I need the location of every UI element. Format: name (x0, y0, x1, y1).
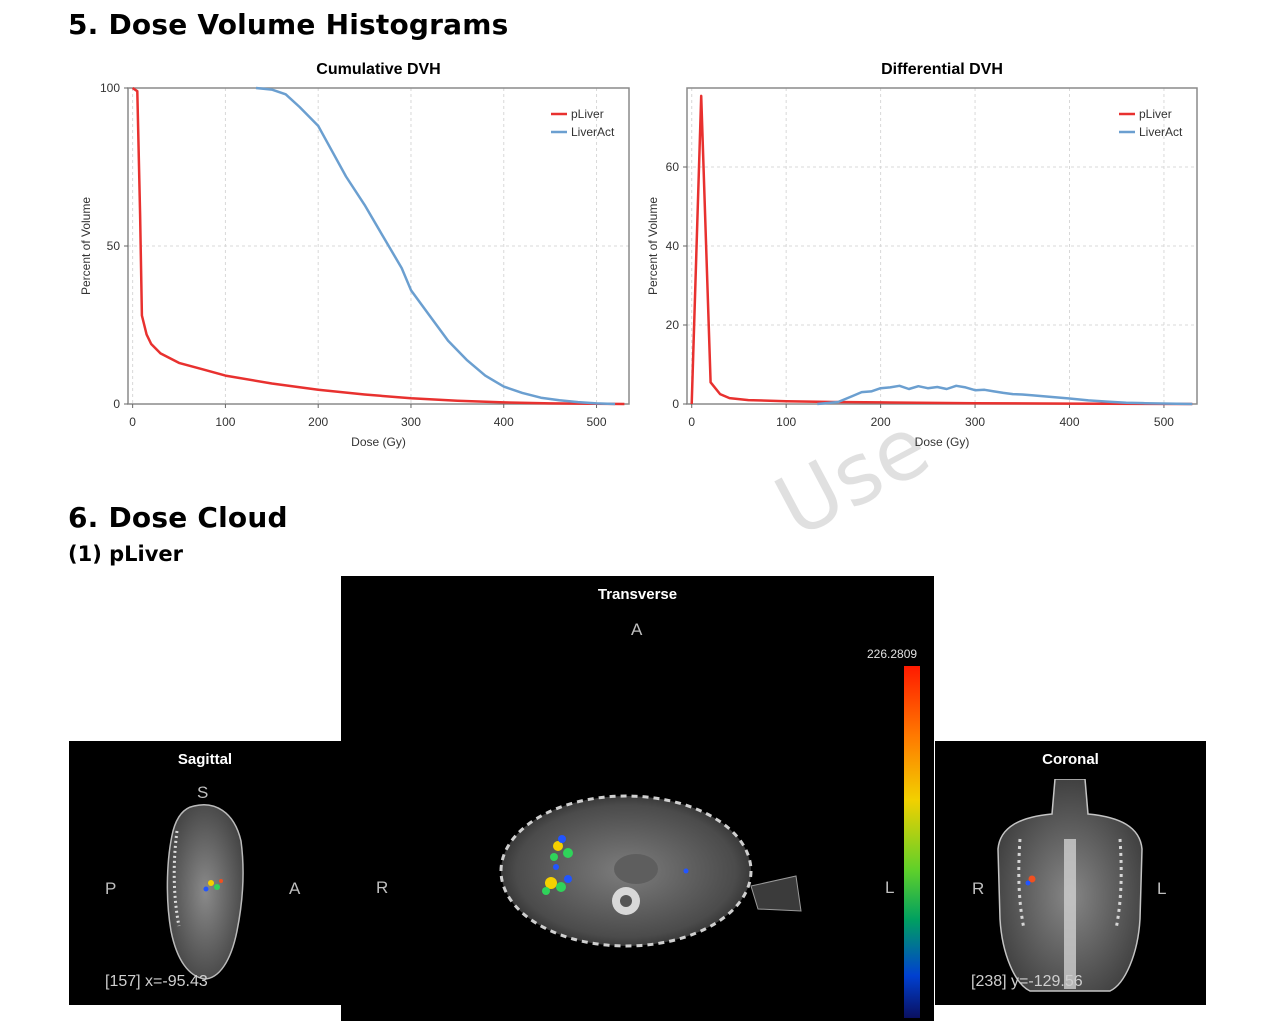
transverse-view[interactable]: Transverse A R L 226.2809 (341, 576, 934, 1021)
transverse-right-label: L (885, 878, 895, 897)
transverse-title: Transverse (597, 586, 678, 603)
x-tick-label: 400 (494, 415, 514, 429)
cumulative-dvh-chart: Cumulative DVH 0 100 200 300 400 500 0 50 100 Dose… (79, 61, 630, 449)
x-axis-label: Dose (Gy) (351, 435, 406, 449)
y-tick-label: 60 (666, 160, 680, 174)
coronal-ct-image (997, 779, 1143, 992)
coronal-view[interactable]: Coronal R L [238] y=-129.56 (935, 741, 1206, 1005)
coronal-right-label: L (1157, 879, 1167, 898)
y-tick-label: 100 (100, 81, 120, 95)
coronal-left-label: R (972, 879, 985, 898)
chart-title: Differential DVH (881, 61, 1003, 78)
x-tick-label: 200 (308, 415, 328, 429)
sagittal-title: Sagittal (177, 751, 233, 768)
chart-title: Cumulative DVH (316, 61, 440, 78)
transverse-ct-image (499, 794, 802, 948)
x-tick-label: 300 (965, 415, 985, 429)
x-tick-label: 300 (401, 415, 421, 429)
x-axis-label: Dose (Gy) (915, 435, 970, 449)
y-tick-label: 50 (107, 239, 121, 253)
series-line-pliver (690, 94, 1193, 406)
transverse-top-label: A (631, 620, 643, 639)
x-tick-label: 500 (587, 415, 607, 429)
transverse-left-label: R (376, 878, 389, 897)
x-tick-label: 100 (215, 415, 235, 429)
y-tick-label: 40 (666, 239, 680, 253)
legend-label-pliver: pLiver (1139, 107, 1172, 121)
series-line-liveract (817, 384, 1193, 406)
dose-cloud-section-title: 6. Dose Cloud (68, 501, 288, 534)
sagittal-right-label: A (289, 879, 301, 898)
sagittal-coordinate-readout: [157] x=-95.43 (105, 973, 208, 990)
x-tick-label: 400 (1059, 415, 1079, 429)
plot-frame (127, 87, 630, 405)
x-tick-label: 100 (776, 415, 796, 429)
y-axis-label: Percent of Volume (79, 197, 93, 295)
coronal-coordinate-readout: [238] y=-129.56 (971, 973, 1083, 990)
sagittal-ct-image (166, 804, 244, 980)
dvh-section-title: 5. Dose Volume Histograms (68, 8, 509, 41)
series-line-pliver (131, 86, 625, 406)
x-tick-label: 500 (1154, 415, 1174, 429)
y-tick-label: 0 (672, 397, 679, 411)
legend-label-liveract: LiverAct (1139, 125, 1183, 139)
legend-label-pliver: pLiver (571, 107, 604, 121)
x-tick-label: 0 (688, 415, 695, 429)
dose-colorbar (904, 666, 920, 1018)
x-tick-label: 200 (871, 415, 891, 429)
sagittal-top-label: S (197, 783, 209, 802)
y-axis-label: Percent of Volume (646, 197, 660, 295)
dose-cloud-subtitle: (1) pLiver (68, 542, 184, 566)
series-line-liveract (255, 86, 616, 406)
legend-label-liveract: LiverAct (571, 125, 615, 139)
differential-dvh-chart: Differential DVH 0 100 200 300 400 500 0 20 40 60 D… (646, 61, 1198, 449)
y-tick-label: 0 (113, 397, 120, 411)
coronal-title: Coronal (1042, 751, 1099, 768)
x-tick-label: 0 (129, 415, 136, 429)
sagittal-view[interactable]: Sagittal S P A [157] x=-95.43 (69, 741, 341, 1005)
sagittal-left-label: P (105, 879, 117, 898)
colorbar-max-label: 226.2809 (867, 647, 918, 661)
y-tick-label: 20 (666, 318, 680, 332)
